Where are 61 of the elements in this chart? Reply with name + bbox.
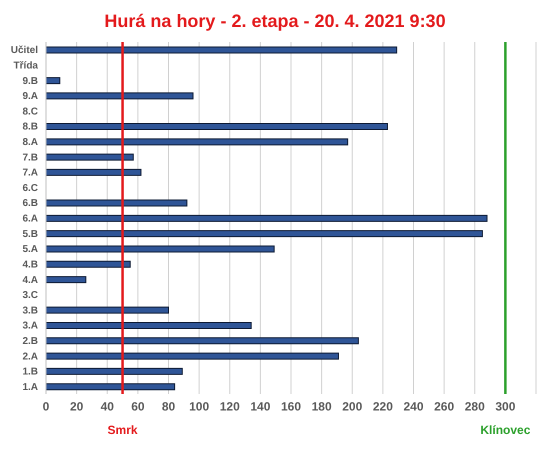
bar (46, 123, 388, 130)
bar (46, 337, 359, 344)
y-tick-label: 3.A (22, 320, 38, 332)
x-tick-label: 40 (100, 400, 114, 414)
y-tick-label: 4.B (22, 259, 38, 270)
y-tick-label: 8.C (22, 106, 38, 118)
x-tick-label: 280 (464, 400, 486, 414)
x-tick-label: 0 (42, 400, 50, 414)
ref-line-label: Smrk (108, 423, 138, 437)
bar (46, 260, 131, 268)
x-tick-label: 180 (312, 400, 332, 414)
bar (46, 368, 183, 375)
y-tick-label: 8.A (22, 137, 38, 148)
x-tick-label: 260 (434, 400, 454, 414)
bar (46, 138, 348, 146)
x-tick-label: 60 (131, 400, 145, 414)
y-tick-label: 9.B (22, 76, 38, 87)
y-tick-label: 6.B (22, 198, 38, 210)
bar (46, 77, 60, 84)
y-tick-label: 3.C (22, 290, 38, 302)
bar (46, 46, 398, 54)
x-tick-label: 120 (220, 400, 240, 414)
x-tick-label: 200 (342, 400, 363, 414)
x-tick-label: 160 (280, 400, 302, 414)
y-tick-label: 9.A (22, 91, 38, 102)
y-tick-label: 7.B (22, 152, 38, 164)
x-tick-label: 140 (250, 400, 271, 414)
y-tick-label: Třída (14, 60, 38, 72)
y-tick-label: 5.B (22, 228, 38, 240)
bar (46, 322, 252, 329)
y-tick-label: 6.A (22, 214, 38, 225)
bar (46, 168, 142, 176)
y-tick-label: 6.C (22, 182, 38, 194)
bar (46, 214, 488, 222)
y-tick-label: 4.A (22, 274, 38, 286)
y-tick-label: 2.B (22, 336, 38, 347)
bar (46, 230, 483, 238)
x-tick-label: 220 (372, 400, 394, 414)
y-tick-label: 3.B (22, 305, 38, 316)
x-tick-label: 20 (70, 400, 84, 414)
x-tick-label: 300 (495, 400, 516, 414)
y-tick-label: 1.A (22, 382, 38, 393)
bar (46, 276, 86, 284)
bar (46, 245, 275, 252)
bar (46, 200, 188, 207)
bar (46, 383, 176, 390)
y-tick-label: 2.A (22, 351, 38, 362)
x-tick-label: 240 (403, 400, 424, 414)
chart-title: Hurá na hory - 2. etapa - 20. 4. 2021 9:30 (103, 10, 447, 33)
y-tick-label: 1.B (22, 366, 38, 378)
x-tick-label: 100 (189, 400, 210, 414)
x-tick-label: 80 (162, 400, 176, 414)
bar (46, 92, 194, 100)
bar (46, 306, 169, 314)
bar (46, 352, 339, 360)
y-tick-label: 7.A (22, 168, 38, 179)
y-tick-label: 5.A (22, 244, 38, 256)
y-tick-label: 8.B (22, 122, 38, 133)
bar (46, 154, 134, 161)
y-tick-label: Učitel (10, 45, 38, 56)
ref-line-label: Klínovec (480, 423, 531, 437)
